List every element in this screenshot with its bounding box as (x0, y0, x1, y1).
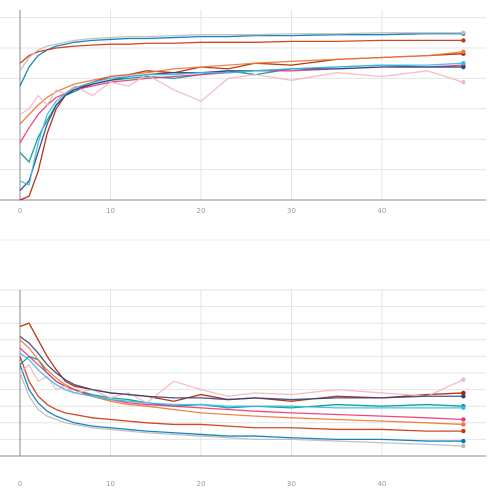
end-point (461, 417, 466, 422)
series-line (19, 32, 464, 72)
series-line (19, 347, 464, 421)
x-tick-label: 20 (197, 480, 206, 488)
x-tick-label: 10 (106, 480, 115, 488)
end-point (461, 438, 466, 444)
series-line (19, 356, 464, 432)
series-line (19, 39, 464, 64)
series-line (19, 51, 464, 125)
series-line (19, 355, 464, 409)
x-tick-label: 0 (18, 480, 22, 488)
series-line (19, 70, 464, 116)
x-tick-label: 30 (287, 207, 296, 215)
series-line (19, 352, 464, 409)
end-point (461, 428, 466, 434)
end-point (461, 405, 466, 411)
series-line (19, 339, 464, 426)
series-line (19, 53, 464, 201)
end-point (461, 38, 466, 43)
end-point (461, 30, 466, 35)
end-point (461, 80, 466, 85)
series-line (19, 64, 464, 164)
x-tick-label: 40 (377, 207, 386, 215)
x-tick-label: 40 (377, 480, 386, 488)
end-point (461, 61, 466, 66)
series-line (19, 364, 464, 442)
series-line (19, 62, 464, 186)
series-line (19, 372, 464, 447)
x-tick-label: 10 (106, 207, 115, 215)
end-point (461, 377, 466, 382)
end-point (461, 394, 466, 399)
end-point (461, 443, 466, 449)
end-point (461, 49, 466, 54)
end-point (461, 390, 466, 396)
x-tick-label: 30 (287, 480, 296, 488)
series-line (19, 335, 464, 401)
x-tick-label: 0 (18, 207, 22, 215)
end-point (461, 422, 466, 427)
series-line (19, 66, 464, 191)
end-point (461, 64, 466, 70)
x-tick-label: 20 (197, 207, 206, 215)
